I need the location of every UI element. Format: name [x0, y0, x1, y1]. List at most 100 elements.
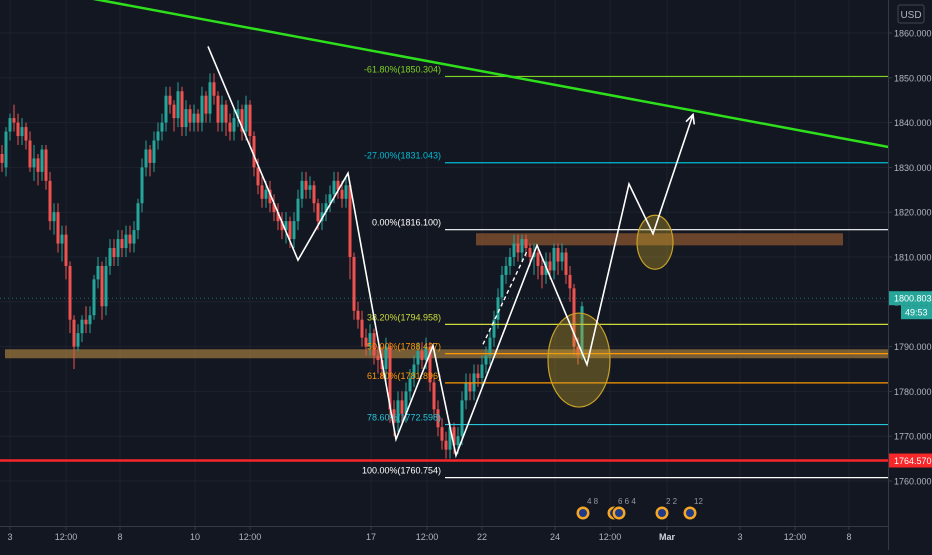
- candle-body: [552, 248, 556, 271]
- countdown-label: 49:53: [905, 308, 928, 318]
- candle-body: [260, 185, 264, 199]
- time-tick-label: 12:00: [55, 532, 78, 542]
- trendline-group[interactable]: [0, 0, 891, 149]
- time-tick-label: 8: [117, 532, 122, 542]
- candle-body: [344, 185, 348, 199]
- candle-body: [72, 319, 76, 347]
- candle-body: [576, 346, 580, 356]
- candle-body: [504, 265, 508, 275]
- candle-body: [356, 310, 360, 320]
- candle-body: [556, 248, 560, 262]
- fib-level-label: 50.00%(1788.427): [367, 342, 441, 352]
- candle-body: [92, 279, 96, 316]
- candle-body: [440, 427, 444, 441]
- candle-body: [12, 118, 16, 123]
- candle-body: [80, 319, 84, 334]
- candle-body: [208, 82, 212, 114]
- candle-body: [324, 203, 328, 213]
- candle-body: [120, 239, 124, 249]
- candle-body: [360, 319, 364, 338]
- candle-body: [116, 239, 120, 257]
- candle-body: [136, 203, 140, 231]
- price-tick-label: 1840.000: [894, 118, 932, 128]
- time-tick-label: 24: [550, 532, 560, 542]
- support-price-badge: [889, 453, 932, 468]
- candle-body: [244, 104, 248, 132]
- candle-body: [468, 382, 472, 392]
- candle-body: [484, 355, 488, 365]
- candle-body: [520, 239, 524, 253]
- price-tick-label: 1760.000: [894, 477, 932, 487]
- candle-body: [52, 212, 56, 222]
- candle-body: [480, 364, 484, 378]
- fib-level-label: 38.20%(1794.958): [367, 312, 441, 322]
- candle-body: [448, 427, 452, 450]
- candle-body: [416, 351, 420, 365]
- candle-body: [280, 221, 284, 231]
- candle-body: [332, 180, 336, 195]
- projection-path[interactable]: [207, 46, 696, 459]
- candle-body: [224, 104, 228, 123]
- candle-body: [580, 306, 584, 356]
- candle-body: [184, 109, 188, 128]
- candle-body: [268, 189, 272, 204]
- time-tick-label: 22: [477, 532, 487, 542]
- price-tick-label: 1850.000: [894, 73, 932, 83]
- current-price-badge: [889, 291, 932, 306]
- candle-body: [384, 346, 388, 369]
- candle-body: [216, 95, 220, 123]
- candle-body: [528, 248, 532, 257]
- fibonacci-levels: -61.80%(1850.304) -27.00%(1831.043) 0.00%(…: [0, 64, 888, 479]
- candle-body: [276, 212, 280, 222]
- candle-body: [68, 265, 72, 320]
- price-badges: 1800.803 49:53 1764.570: [889, 291, 932, 468]
- highlight-ellipses: [547, 214, 674, 408]
- candle-body: [28, 140, 32, 168]
- time-tick-label: 12:00: [239, 532, 262, 542]
- time-tick-label: Mar: [659, 532, 676, 542]
- candle-body: [76, 333, 80, 347]
- candle-body: [320, 212, 324, 222]
- time-tick-label: 3: [737, 532, 742, 542]
- candle-body: [336, 180, 340, 190]
- candle-body: [212, 82, 216, 96]
- price-tick-label: 1780.000: [894, 387, 932, 397]
- currency-label: USD: [900, 10, 921, 21]
- candle-body: [572, 288, 576, 347]
- green-trendline: [92, 0, 891, 149]
- currency-box[interactable]: USD: [897, 4, 925, 24]
- candle-body: [180, 91, 184, 128]
- time-axis-panel[interactable]: [0, 526, 888, 550]
- candle-body: [396, 400, 400, 423]
- candle-body: [400, 400, 404, 414]
- candle-body: [132, 230, 136, 244]
- event-icon-inner: [686, 509, 694, 517]
- candle-body: [348, 185, 352, 257]
- highlight-ellipse: [547, 312, 611, 408]
- highlight-ellipse: [636, 214, 674, 270]
- candle-body: [496, 297, 500, 320]
- candle-body: [460, 400, 464, 437]
- time-axis-labels: 3 12:00 8 10 12:00 17 12:00 22 24 12:00 Mar 3 12:00 8: [7, 526, 852, 542]
- current-price-label: 1800.803: [894, 294, 932, 304]
- candle-body: [84, 319, 88, 325]
- candle-body: [512, 243, 516, 257]
- candle-body: [304, 180, 308, 190]
- candle-body: [300, 180, 304, 199]
- candle-body: [236, 109, 240, 119]
- candle-body: [316, 203, 320, 222]
- candle-body: [432, 382, 436, 410]
- candle-body: [328, 194, 332, 204]
- candle-body: [200, 95, 204, 123]
- candle-body: [16, 122, 20, 137]
- fib-level-label: -27.00%(1831.043): [364, 151, 441, 161]
- price-zone: [476, 233, 843, 246]
- candle-body: [340, 189, 344, 199]
- candle-body: [488, 337, 492, 356]
- candle-body: [152, 140, 156, 163]
- event-count: 4 8: [587, 497, 599, 506]
- price-tick-label: 1810.000: [894, 253, 932, 263]
- candle-body: [420, 351, 424, 361]
- event-count: 2 2: [666, 497, 678, 506]
